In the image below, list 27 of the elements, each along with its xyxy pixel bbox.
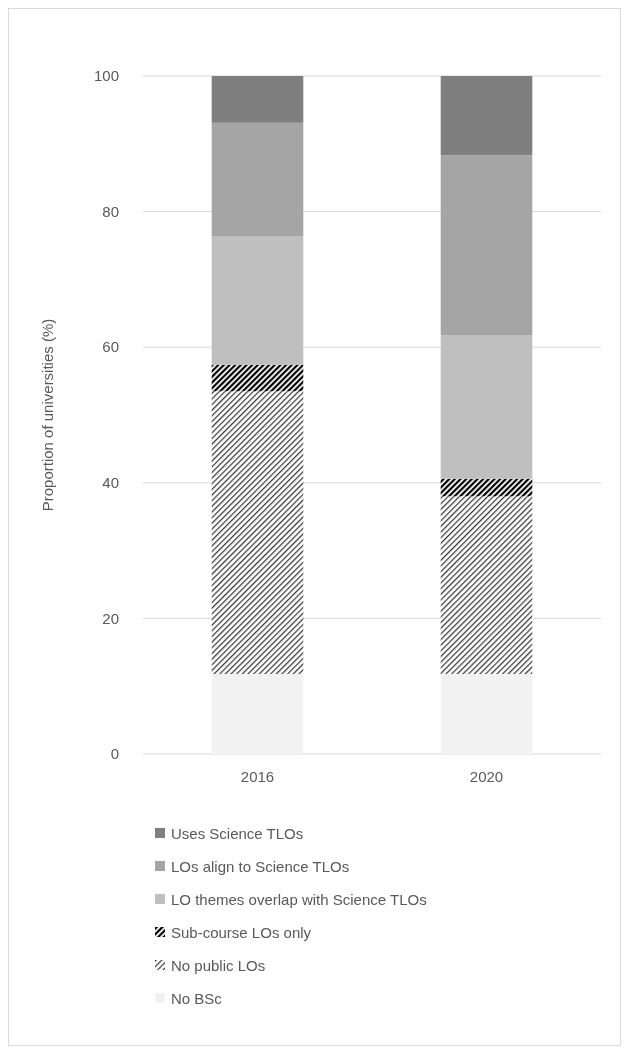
y-axis-title: Proportion of universities (%) xyxy=(39,318,56,512)
x-tick-label: 2020 xyxy=(469,768,504,785)
bar xyxy=(211,674,304,754)
bar xyxy=(211,391,304,674)
y-tick-label: 100 xyxy=(93,67,119,85)
legend-label: No public LOs xyxy=(171,957,266,975)
y-tick-label: 80 xyxy=(102,202,119,220)
bar xyxy=(440,478,533,497)
y-tick-label: 0 xyxy=(110,745,119,763)
legend-label: LOs align to Science TLOs xyxy=(171,858,350,876)
legend-label: LO themes overlap with Science TLOs xyxy=(171,891,427,909)
legend-label: Uses Science TLOs xyxy=(171,825,304,843)
y-tick-label: 40 xyxy=(102,474,119,492)
bar xyxy=(211,236,304,365)
y-tick-label: 20 xyxy=(102,609,119,627)
bar xyxy=(211,364,304,392)
bar xyxy=(440,496,533,674)
bar xyxy=(211,122,304,237)
bar xyxy=(440,76,533,156)
bar xyxy=(440,674,533,754)
bar xyxy=(440,335,533,479)
y-tick-label: 60 xyxy=(102,338,119,356)
legend-label: No BSc xyxy=(171,990,223,1008)
bar xyxy=(440,155,533,335)
legend-label: Sub-course LOs only xyxy=(171,924,312,942)
bar xyxy=(211,76,304,123)
x-tick-label: 2016 xyxy=(240,768,275,785)
